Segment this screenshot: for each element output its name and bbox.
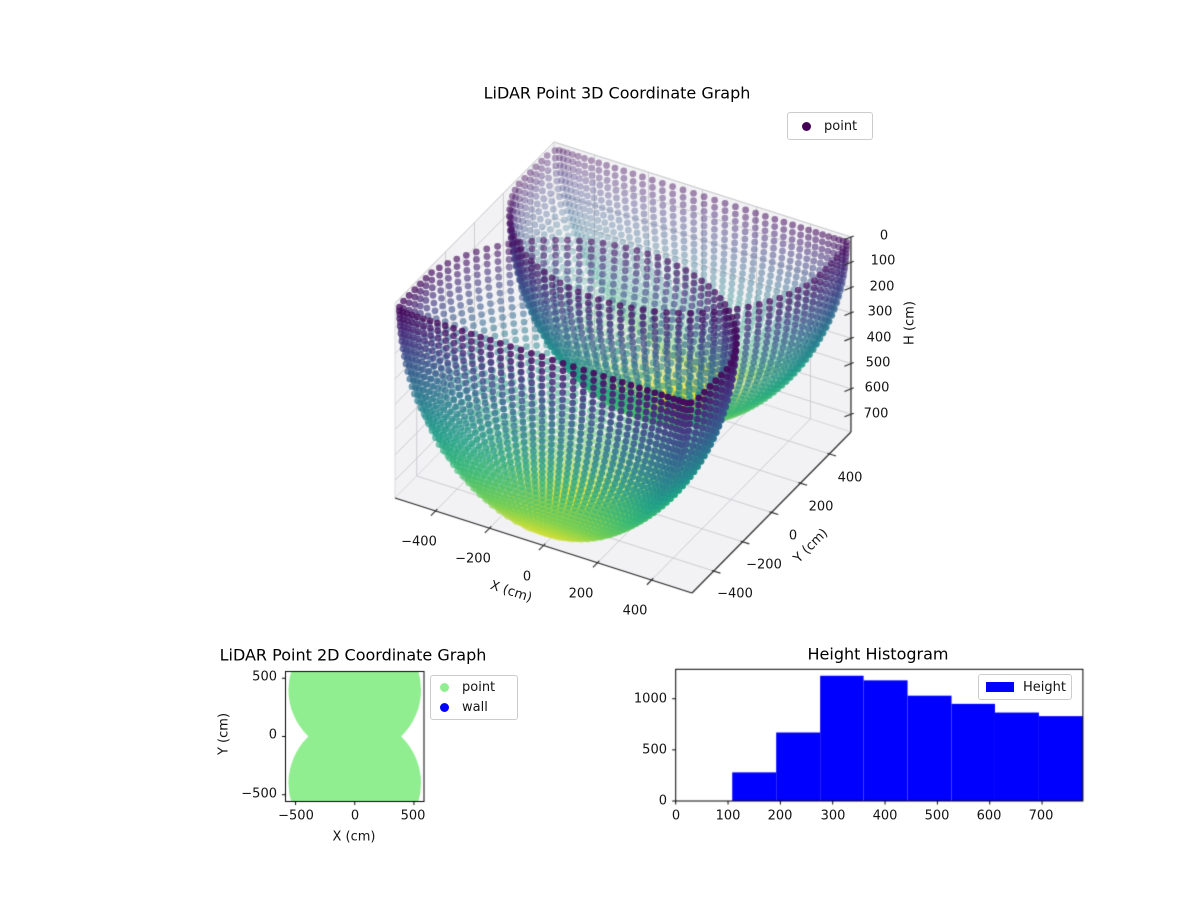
legend-label-point: point	[462, 680, 496, 696]
legend-label-height: Height	[1023, 679, 1066, 695]
hist-x-tick: 200	[767, 808, 793, 824]
hist-y-tick: 500	[642, 742, 667, 758]
hist-x-tick: 0	[671, 808, 681, 824]
plot3d-h-tick: 600	[864, 380, 890, 396]
plot3d-y-tick: 400	[837, 470, 863, 486]
plot3d-y-tick: 0	[788, 528, 798, 544]
point-marker-icon	[440, 683, 449, 693]
height-series-swatch-icon	[986, 682, 1014, 692]
plot2d-y-tick: 500	[252, 669, 277, 685]
hist-x-tick: 400	[872, 808, 898, 824]
plot2d-title: LiDAR Point 2D Coordinate Graph	[219, 645, 487, 665]
hist-y-tick: 0	[658, 793, 667, 809]
plot3d-x-tick: 400	[622, 603, 648, 619]
plot3d-y-tick: −400	[717, 586, 753, 602]
plot3d-y-tick: −200	[746, 557, 782, 573]
plot3d-h-axis-label: H (cm)	[902, 301, 918, 345]
plot2d-y-tick: −500	[241, 786, 277, 802]
plot3d-h-tick: 300	[867, 304, 893, 320]
plot2d-x-axis-label: X (cm)	[332, 829, 376, 845]
plot3d-x-tick: 0	[522, 569, 532, 585]
plot2d-legend: point wall	[430, 675, 518, 720]
plot3d-x-tick: −400	[401, 534, 437, 550]
legend-label-point: point	[824, 118, 858, 134]
plot3d-h-tick: 500	[865, 355, 891, 371]
plot3d-x-tick: −200	[455, 551, 491, 567]
plot2d-x-tick: 500	[400, 808, 426, 824]
plot3d-title: LiDAR Point 3D Coordinate Graph	[483, 83, 751, 103]
wall-marker-icon	[440, 702, 449, 712]
plot2d-x-tick: 0	[350, 808, 360, 824]
histogram-title: Height Histogram	[807, 644, 949, 664]
plot2d-y-tick: 0	[268, 727, 277, 743]
plot3d-h-tick: 400	[866, 330, 892, 346]
plot3d-x-tick: 200	[568, 586, 594, 602]
point-marker-icon	[802, 121, 811, 131]
plot3d-h-tick: 200	[869, 279, 895, 295]
hist-x-tick: 100	[715, 808, 741, 824]
histogram-legend: Height	[978, 674, 1072, 700]
hist-x-tick: 500	[924, 808, 950, 824]
plot2d-y-axis-label: Y (cm)	[216, 712, 232, 756]
plot3d-y-tick: 200	[808, 499, 834, 515]
plot3d-h-tick: 0	[879, 228, 889, 244]
hist-x-tick: 700	[1028, 808, 1054, 824]
plot3d-h-tick: 100	[870, 253, 896, 269]
plot2d-x-tick: −500	[278, 808, 314, 824]
hist-y-tick: 1000	[633, 691, 667, 707]
legend-label-wall: wall	[462, 699, 488, 715]
plot3d-h-tick: 700	[863, 406, 889, 422]
hist-x-tick: 600	[976, 808, 1002, 824]
hist-x-tick: 300	[820, 808, 846, 824]
plot3d-legend: point	[787, 112, 873, 140]
